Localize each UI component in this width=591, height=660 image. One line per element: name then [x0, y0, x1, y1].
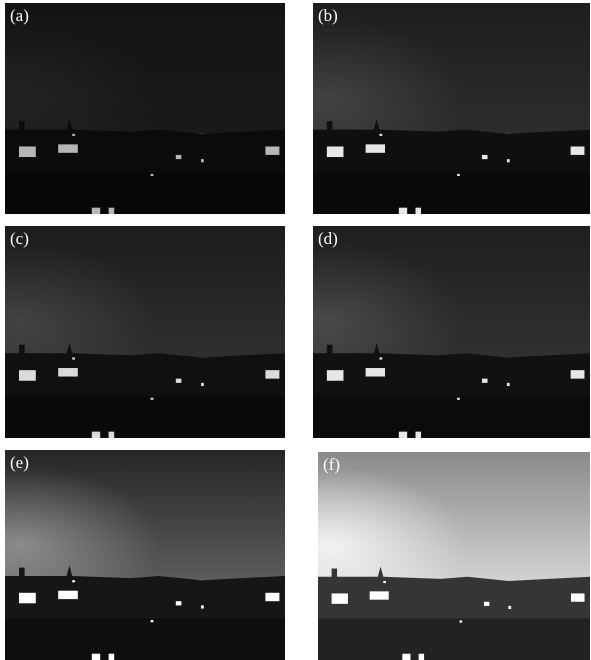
city-light	[265, 146, 279, 154]
city-light	[151, 398, 154, 400]
city-light	[72, 580, 75, 582]
city-light	[201, 605, 204, 608]
foreground	[5, 396, 285, 438]
city-light	[507, 383, 510, 386]
city-light	[399, 432, 407, 438]
image-panel: (b)	[313, 3, 590, 214]
foreground	[5, 172, 285, 214]
city-light	[415, 432, 421, 438]
city-light	[92, 654, 100, 660]
city-light	[176, 601, 182, 605]
foreground	[313, 396, 590, 438]
image-panel: (f)	[318, 452, 590, 660]
city-light	[265, 593, 279, 601]
city-light	[19, 146, 36, 157]
panel-label: (f)	[323, 455, 340, 474]
city-light	[92, 432, 100, 438]
city-light	[327, 146, 344, 157]
foreground	[318, 618, 590, 660]
city-light	[176, 379, 182, 383]
panel-label: (e)	[10, 453, 29, 472]
city-light	[459, 620, 462, 622]
city-light	[399, 208, 407, 214]
panel-label: (a)	[10, 6, 29, 25]
city-light	[109, 654, 115, 660]
panel-label: (c)	[10, 229, 29, 248]
city-light	[109, 208, 115, 214]
city-light	[327, 370, 344, 381]
foreground	[313, 172, 590, 214]
city-light	[457, 398, 460, 400]
city-light	[482, 379, 488, 383]
city-light	[151, 620, 154, 622]
city-light	[19, 370, 36, 381]
city-light	[109, 432, 115, 438]
city-light	[370, 591, 389, 599]
foreground	[5, 618, 285, 660]
city-light	[571, 593, 585, 601]
city-light	[72, 134, 75, 136]
city-light	[571, 370, 585, 378]
image-panel: (e)	[5, 450, 285, 660]
city-light	[58, 144, 78, 152]
city-light	[383, 581, 386, 583]
city-light	[201, 383, 204, 386]
city-light	[265, 370, 279, 378]
city-light	[419, 654, 424, 660]
city-light	[508, 606, 511, 609]
city-light	[482, 155, 488, 159]
city-light	[571, 146, 585, 154]
image-panel: (c)	[5, 226, 285, 438]
city-light	[58, 368, 78, 376]
city-light	[19, 593, 36, 604]
city-light	[201, 159, 204, 162]
city-light	[507, 159, 510, 162]
city-light	[72, 357, 75, 359]
city-light	[332, 593, 348, 603]
city-light	[151, 174, 154, 176]
city-light	[366, 144, 385, 152]
city-light	[58, 591, 78, 599]
figure: (a) (b) (c) (d) (e) (f)	[0, 0, 591, 660]
city-light	[402, 654, 410, 660]
panel-label: (d)	[318, 229, 338, 248]
city-light	[366, 368, 385, 376]
city-light	[379, 134, 382, 136]
city-light	[379, 357, 382, 359]
city-light	[457, 174, 460, 176]
panel-label: (b)	[318, 6, 338, 25]
city-light	[176, 155, 182, 159]
image-panel: (a)	[5, 3, 285, 214]
image-panel: (d)	[313, 226, 590, 438]
city-light	[484, 602, 489, 606]
city-light	[92, 208, 100, 214]
city-light	[415, 208, 421, 214]
